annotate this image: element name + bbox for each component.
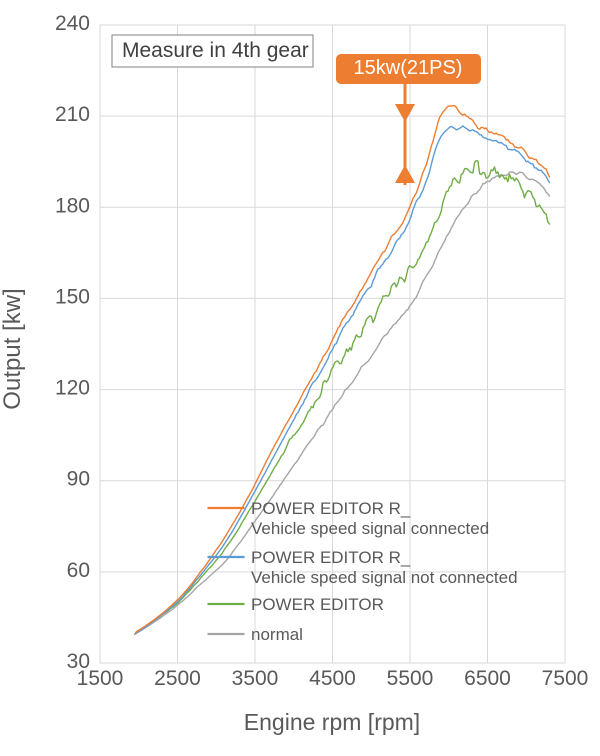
- svg-text:1500: 1500: [77, 667, 124, 690]
- svg-text:7500: 7500: [542, 667, 589, 690]
- svg-text:Vehicle speed signal connected: Vehicle speed signal connected: [251, 519, 489, 538]
- svg-text:180: 180: [55, 194, 90, 217]
- svg-text:Output [kw]: Output [kw]: [0, 288, 26, 409]
- svg-text:240: 240: [55, 12, 90, 35]
- svg-text:3500: 3500: [232, 667, 279, 690]
- svg-text:4500: 4500: [309, 667, 356, 690]
- svg-text:150: 150: [55, 285, 90, 308]
- svg-text:15kw(21PS): 15kw(21PS): [354, 57, 463, 79]
- svg-text:Engine rpm [rpm]: Engine rpm [rpm]: [244, 709, 420, 735]
- svg-text:90: 90: [67, 468, 90, 491]
- svg-text:POWER EDITOR R_: POWER EDITOR R_: [251, 499, 411, 518]
- svg-text:6500: 6500: [464, 667, 511, 690]
- svg-text:5500: 5500: [387, 667, 434, 690]
- svg-text:POWER EDITOR R_: POWER EDITOR R_: [251, 548, 411, 567]
- svg-text:Measure in 4th gear: Measure in 4th gear: [122, 39, 309, 62]
- svg-text:normal: normal: [251, 625, 303, 644]
- svg-text:60: 60: [67, 559, 90, 582]
- svg-text:Vehicle speed signal not conne: Vehicle speed signal not connected: [251, 568, 518, 587]
- svg-text:120: 120: [55, 377, 90, 400]
- svg-text:210: 210: [55, 103, 90, 126]
- svg-text:POWER EDITOR: POWER EDITOR: [251, 595, 384, 614]
- svg-text:2500: 2500: [154, 667, 201, 690]
